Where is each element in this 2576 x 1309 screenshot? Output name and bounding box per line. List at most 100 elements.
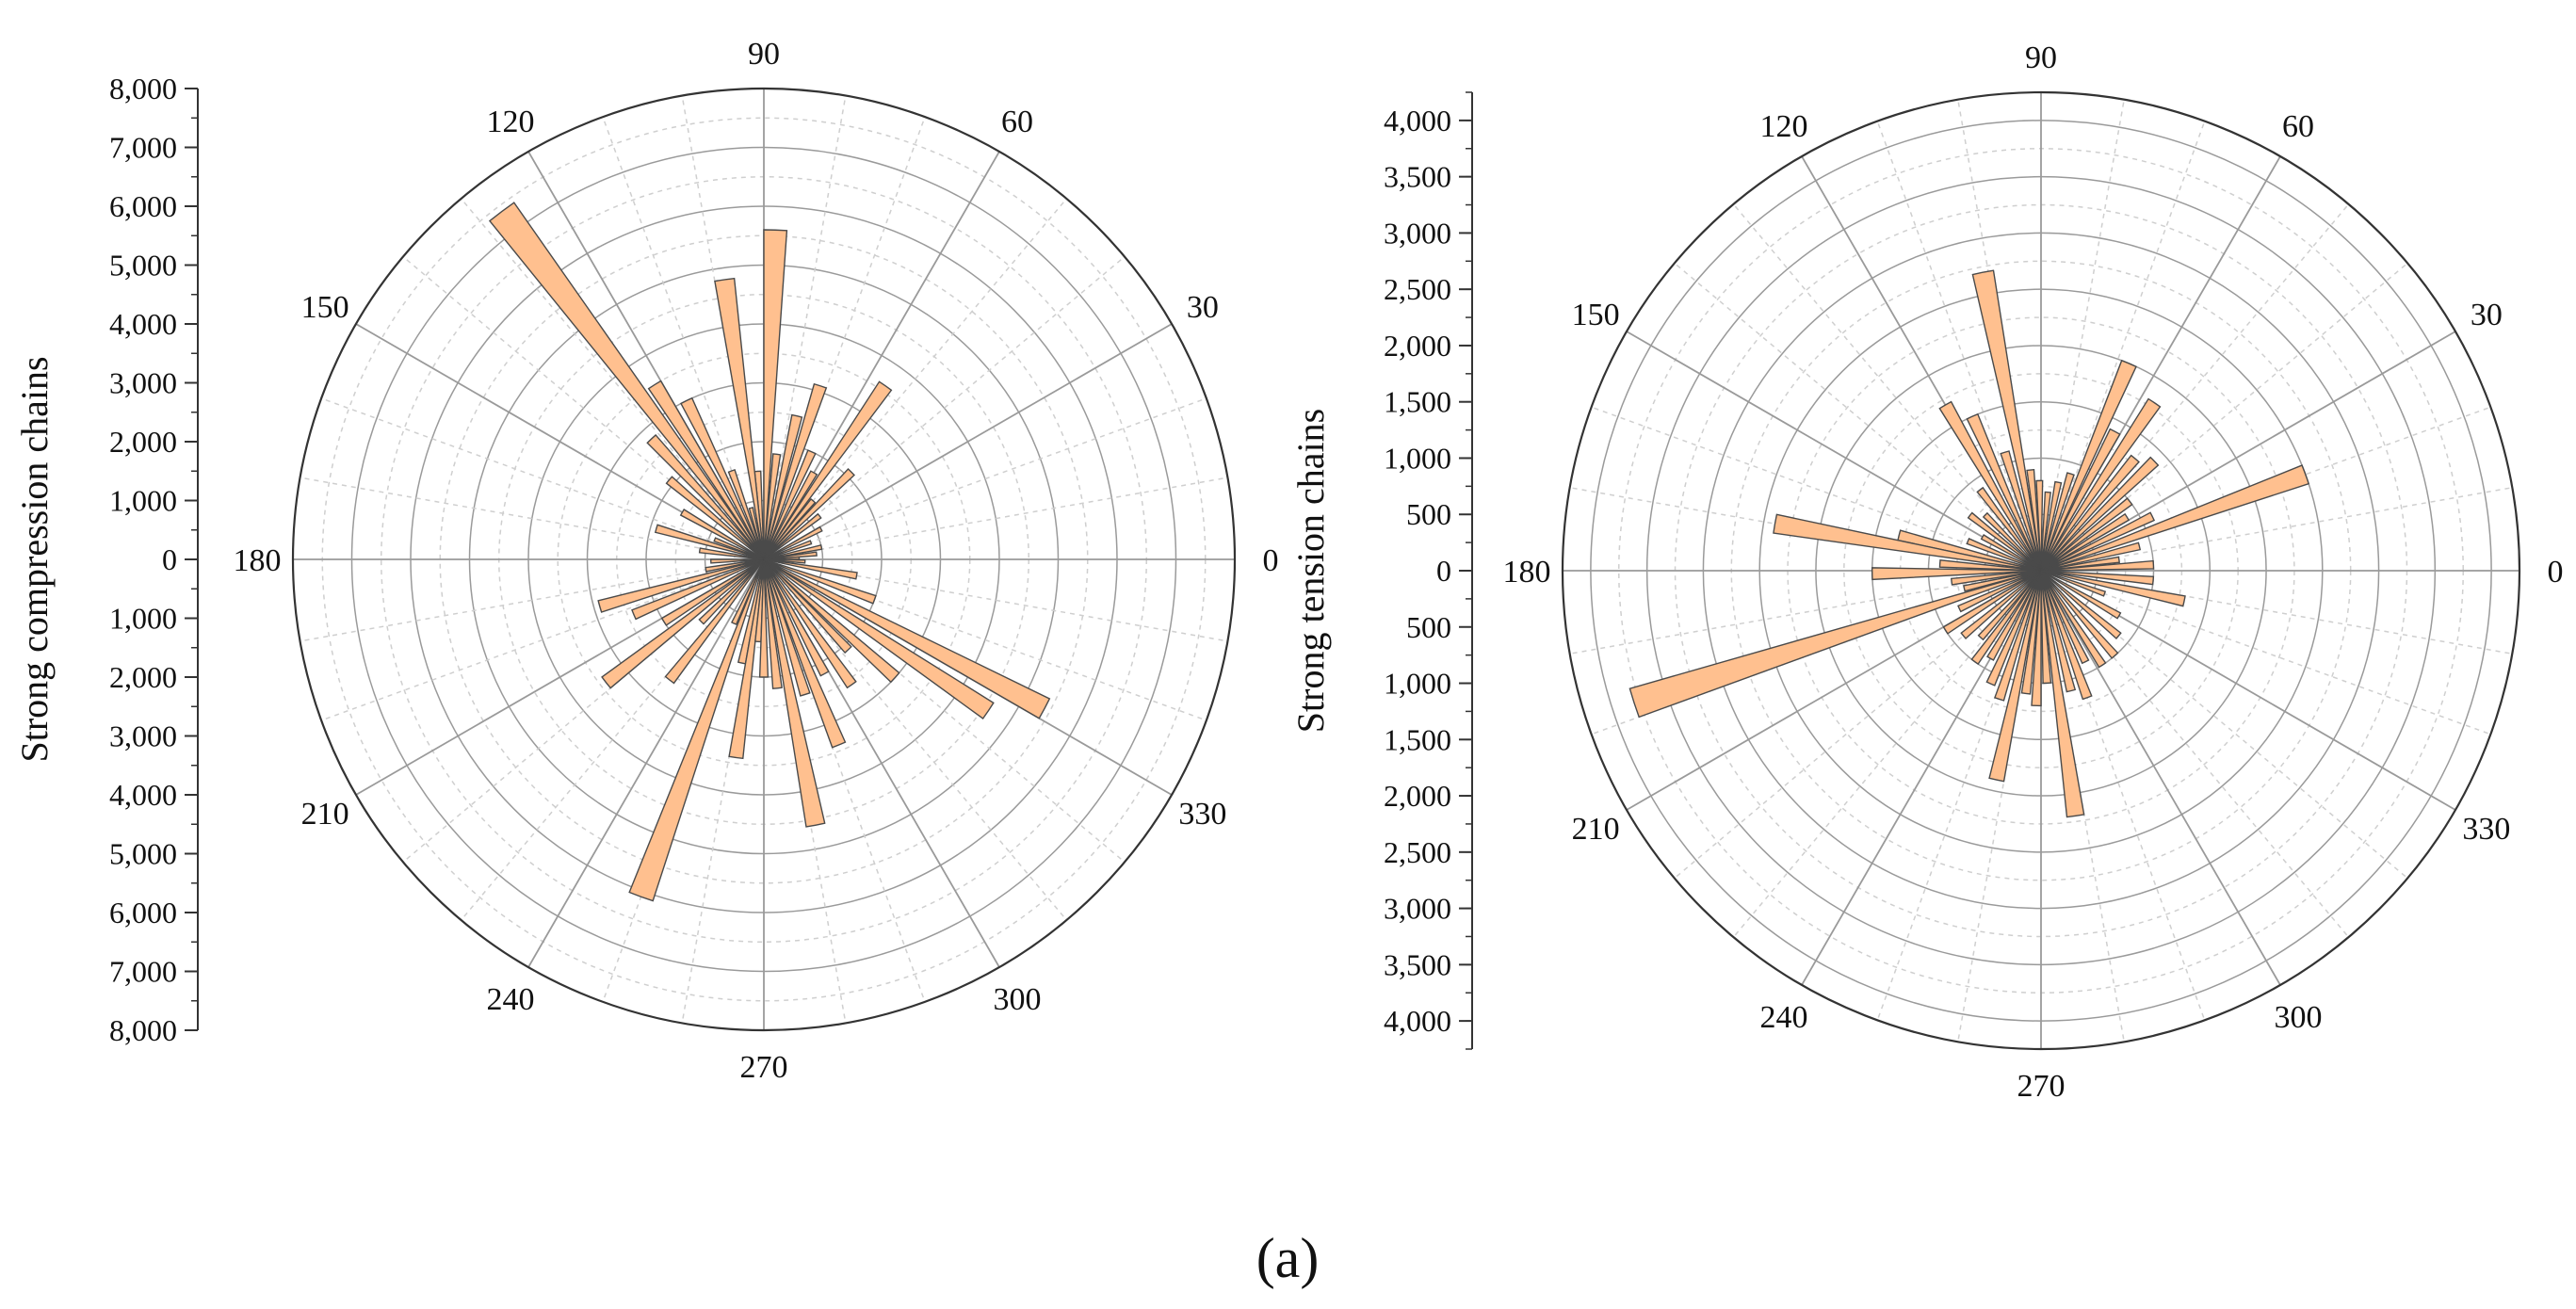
minor-spoke: [300, 558, 765, 642]
radial-tick-label: 3,000: [1384, 892, 1451, 926]
radial-tick-label: 500: [1406, 497, 1451, 531]
rose-bar: [2040, 428, 2121, 572]
rose-bar: [2031, 570, 2042, 707]
rose-bar: [763, 558, 877, 605]
angle-tick-label: 120: [487, 105, 535, 139]
rose-bar: [763, 380, 893, 560]
rose-bar: [763, 382, 828, 560]
rose-bar: [2040, 570, 2122, 620]
minor-spoke: [2040, 487, 2513, 572]
rose-bar: [601, 558, 765, 689]
angle-tick-label: 210: [1572, 812, 1620, 847]
radial-tick-label: 1,000: [109, 602, 177, 636]
outer-ring: [1561, 90, 2521, 1051]
minor-spoke: [1591, 406, 2042, 572]
rose-bar: [2040, 491, 2051, 572]
minor-spoke: [763, 397, 1207, 560]
radial-tick-label: 0: [1436, 554, 1451, 588]
angle-tick-label: 0: [2548, 555, 2564, 590]
rose-bar: [2040, 464, 2310, 572]
rose-bar: [646, 433, 765, 560]
minor-spoke: [763, 198, 1067, 560]
rose-bar: [763, 544, 823, 560]
rose-bar: [763, 558, 858, 580]
radial-tick-label: 3,000: [1384, 216, 1451, 250]
rose-bar: [2040, 497, 2133, 572]
rose-bar: [714, 277, 765, 560]
radial-tick-label: 8,000: [109, 1013, 177, 1047]
radial-tick-label: 2,000: [1384, 329, 1451, 363]
compression-polar-chart: 0 30 60 90 120 150 180 210 240 270 300 330 0 1,000 2,0…: [13, 37, 1279, 1085]
rose-bar: [1966, 538, 2042, 572]
rose-bar: [2040, 570, 2107, 669]
angle-tick-label: 120: [1760, 109, 1808, 144]
rose-bar: [763, 558, 995, 719]
figure-caption: (a): [1256, 1227, 1320, 1289]
rose-bar: [2040, 359, 2137, 572]
tension-polar-chart: 0 30 60 90 120 150 180 210 240 270 300 330 0 500 1,000…: [1289, 40, 2564, 1104]
y-axis-label: Strong tension chains: [1289, 409, 1332, 733]
radial-tick-label: 2,500: [1384, 272, 1451, 306]
rose-bar: [1957, 570, 2042, 613]
rose-bar: [728, 558, 765, 760]
rose-bar: [631, 558, 765, 621]
angle-tick-label: 270: [2017, 1069, 2066, 1104]
angle-tick-label: 240: [487, 982, 535, 1017]
rose-bar: [664, 558, 765, 685]
angle-tick-label: 90: [748, 37, 780, 72]
rose-bar: [597, 558, 765, 613]
minor-spoke: [763, 256, 1126, 560]
rose-bar: [763, 558, 811, 697]
rose-bar: [763, 558, 806, 564]
rose-bar: [763, 453, 782, 560]
rose-bar: [1938, 400, 2042, 572]
rose-bar: [763, 413, 803, 560]
angle-tick-label: 180: [1503, 555, 1551, 590]
radial-tick-label: 4,000: [109, 778, 177, 812]
radial-tick-label: 500: [1406, 610, 1451, 644]
rose-bar: [1994, 570, 2042, 702]
rose-bar: [2040, 397, 2162, 572]
rose-bar: [758, 558, 770, 678]
angle-tick-label: 30: [1187, 290, 1219, 325]
angle-tick-label: 150: [301, 290, 349, 325]
rose-bar: [763, 229, 788, 560]
rose-bar: [1980, 534, 2042, 572]
minor-spoke: [2040, 121, 2206, 572]
rose-bar: [763, 497, 817, 560]
rose-bar: [1970, 570, 2042, 666]
rose-bar: [2040, 480, 2063, 572]
rose-bar: [2040, 570, 2093, 701]
rose-bar: [1967, 511, 2042, 572]
rose-bar: [1985, 570, 2042, 687]
rose-bar: [1938, 558, 2042, 572]
angle-tick-label: 90: [2025, 40, 2057, 75]
rose-bar: [763, 558, 847, 749]
rose-bar: [680, 396, 765, 560]
minor-spoke: [763, 558, 1067, 921]
radial-tick-label: 0: [162, 542, 177, 576]
radial-tick-label: 2,000: [109, 660, 177, 694]
rose-bar: [1960, 570, 2042, 639]
radial-tick-label: 3,500: [1384, 160, 1451, 194]
radial-tick-label: 1,000: [1384, 441, 1451, 475]
rose-bar: [763, 558, 857, 689]
rose-bar: [1988, 570, 2042, 783]
minor-spoke: [461, 198, 765, 560]
angle-tick-label: 330: [2462, 812, 2510, 847]
radial-tick-label: 5,000: [109, 249, 177, 283]
radial-tick-label: 7,000: [109, 131, 177, 165]
rose-bar: [727, 469, 765, 560]
rose-bar: [2020, 570, 2042, 695]
major-spoke: [527, 558, 765, 968]
rose-bar: [2000, 450, 2042, 572]
radial-tick-label: 3,000: [109, 719, 177, 753]
rose-bar: [763, 558, 1051, 719]
minor-spoke: [320, 558, 765, 721]
minor-spoke: [1569, 570, 2042, 654]
rose-bar: [763, 540, 813, 560]
rose-bar: [1950, 570, 2042, 586]
rose-bar: [488, 202, 765, 560]
minor-spoke: [300, 477, 765, 560]
rose-bar: [763, 558, 826, 828]
